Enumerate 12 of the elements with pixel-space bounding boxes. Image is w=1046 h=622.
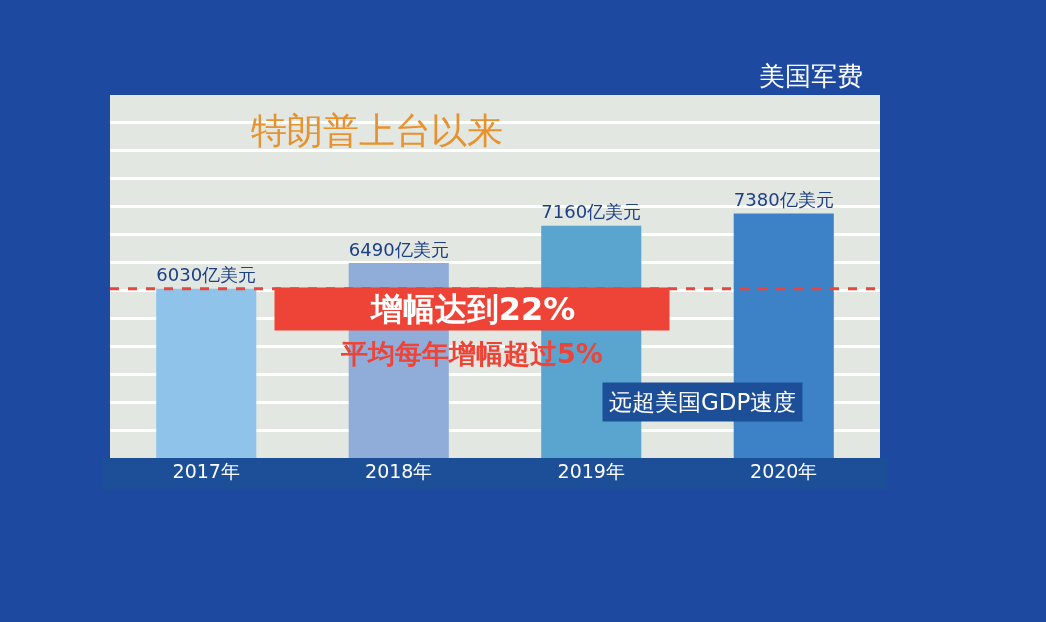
- data-label: 6490亿美元: [348, 238, 449, 260]
- data-label: 6030亿美元: [156, 264, 257, 286]
- data-label: 7380亿美元: [733, 189, 834, 211]
- x-tick-label: 2020年: [750, 460, 818, 482]
- annotation: 远超美国GDP速度: [609, 389, 797, 415]
- x-tick-label: 2019年: [557, 460, 625, 482]
- annotation: 增幅达到22%: [368, 290, 576, 328]
- chart-title: 特朗普上台以来: [250, 110, 503, 152]
- x-tick-label: 2018年: [365, 460, 433, 482]
- data-label: 7160亿美元: [541, 201, 642, 223]
- text: 美国军费: [759, 61, 863, 91]
- x-tick-label: 2017年: [172, 460, 240, 482]
